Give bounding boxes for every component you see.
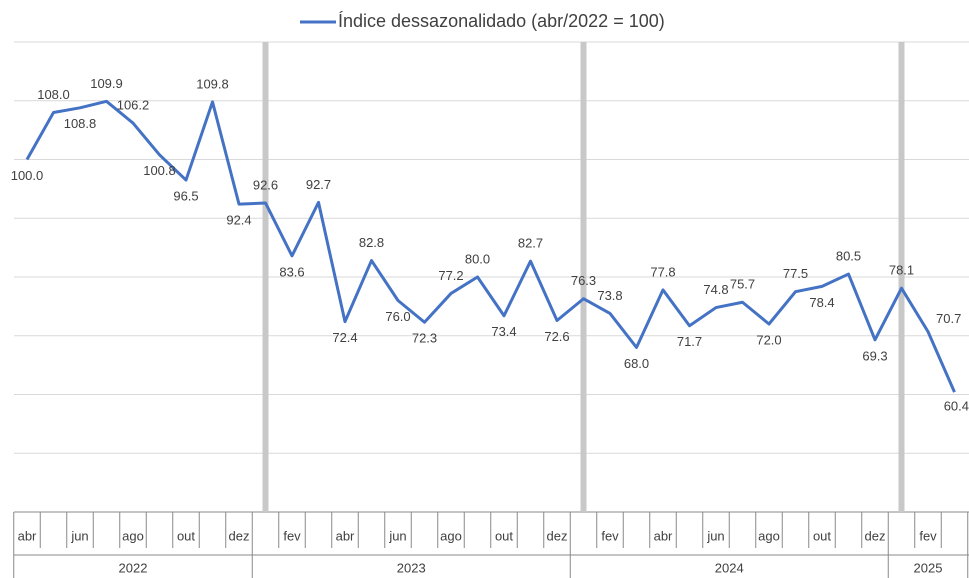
data-label: 73.8 xyxy=(597,288,622,303)
data-label: 106.2 xyxy=(117,98,150,113)
data-label: 82.7 xyxy=(518,236,543,251)
data-label: 78.1 xyxy=(889,263,914,278)
data-label: 74.8 xyxy=(703,282,728,297)
data-label: 82.8 xyxy=(359,235,384,250)
series-line xyxy=(25,99,956,393)
data-label: 70.7 xyxy=(936,311,961,326)
data-label: 72.4 xyxy=(332,330,357,345)
data-label: 77.2 xyxy=(438,268,463,283)
x-tick-label: dez xyxy=(865,528,886,543)
x-tick-label: abr xyxy=(654,528,673,543)
year-label: 2025 xyxy=(914,560,943,575)
x-tick-label: ago xyxy=(758,528,780,543)
data-label: 72.6 xyxy=(544,329,569,344)
data-label: 76.3 xyxy=(571,273,596,288)
x-tick-label: dez xyxy=(547,528,568,543)
data-label: 73.4 xyxy=(491,324,516,339)
data-label: 60.4 xyxy=(944,399,969,414)
data-label: 92.7 xyxy=(306,177,331,192)
x-tick-label: out xyxy=(177,528,195,543)
year-label: 2022 xyxy=(119,560,148,575)
x-tick-label: ago xyxy=(122,528,144,543)
x-tick-label: fev xyxy=(601,528,619,543)
data-label: 92.6 xyxy=(253,177,278,192)
x-tick-label: abr xyxy=(18,528,37,543)
x-tick-label: out xyxy=(813,528,831,543)
legend-label: Índice dessazonalidado (abr/2022 = 100) xyxy=(338,11,665,31)
x-tick-label: ago xyxy=(440,528,462,543)
x-tick-label: jun xyxy=(70,528,88,543)
x-tick-label: jun xyxy=(388,528,406,543)
x-tick-label: dez xyxy=(229,528,250,543)
x-tick-label: out xyxy=(495,528,513,543)
data-label: 72.3 xyxy=(412,331,437,346)
data-label: 108.0 xyxy=(37,87,70,102)
data-label: 68.0 xyxy=(624,356,649,371)
x-tick-label: abr xyxy=(336,528,355,543)
data-label: 108.8 xyxy=(64,116,97,131)
data-label: 76.0 xyxy=(385,309,410,324)
x-tick-label: fev xyxy=(283,528,301,543)
data-label: 100.0 xyxy=(11,168,44,183)
data-label: 80.0 xyxy=(465,251,490,266)
data-label: 77.8 xyxy=(650,264,675,279)
data-label: 96.5 xyxy=(173,189,198,204)
data-label: 75.7 xyxy=(730,277,755,292)
data-label: 69.3 xyxy=(862,348,887,363)
data-label: 78.4 xyxy=(809,295,834,310)
year-label: 2024 xyxy=(715,560,744,575)
x-tick-label: jun xyxy=(706,528,724,543)
data-label: 83.6 xyxy=(279,264,304,279)
data-label: 109.8 xyxy=(196,76,229,91)
data-label: 77.5 xyxy=(783,266,808,281)
data-label: 80.5 xyxy=(836,249,861,264)
year-label: 2023 xyxy=(397,560,426,575)
data-label: 92.4 xyxy=(226,213,251,228)
x-tick-label: fev xyxy=(919,528,937,543)
data-label: 100.8 xyxy=(143,163,176,178)
data-label: 109.9 xyxy=(90,76,123,91)
data-label: 72.0 xyxy=(756,332,781,347)
data-label: 71.7 xyxy=(677,334,702,349)
